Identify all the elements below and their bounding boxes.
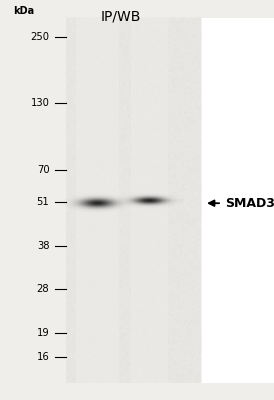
Bar	[76, 18, 118, 383]
Text: kDa: kDa	[13, 6, 34, 16]
Text: 51: 51	[36, 197, 49, 207]
Text: 19: 19	[36, 328, 49, 338]
Text: 16: 16	[36, 352, 49, 362]
Text: 250: 250	[30, 32, 49, 42]
Bar	[131, 18, 168, 383]
Text: SMAD3: SMAD3	[225, 197, 274, 210]
Text: 28: 28	[37, 284, 49, 294]
Bar	[201, 18, 274, 383]
Text: 38: 38	[37, 240, 49, 250]
Text: 70: 70	[37, 165, 49, 174]
Text: IP/WB: IP/WB	[100, 10, 141, 24]
Text: 130: 130	[30, 98, 49, 108]
Bar	[66, 18, 201, 383]
